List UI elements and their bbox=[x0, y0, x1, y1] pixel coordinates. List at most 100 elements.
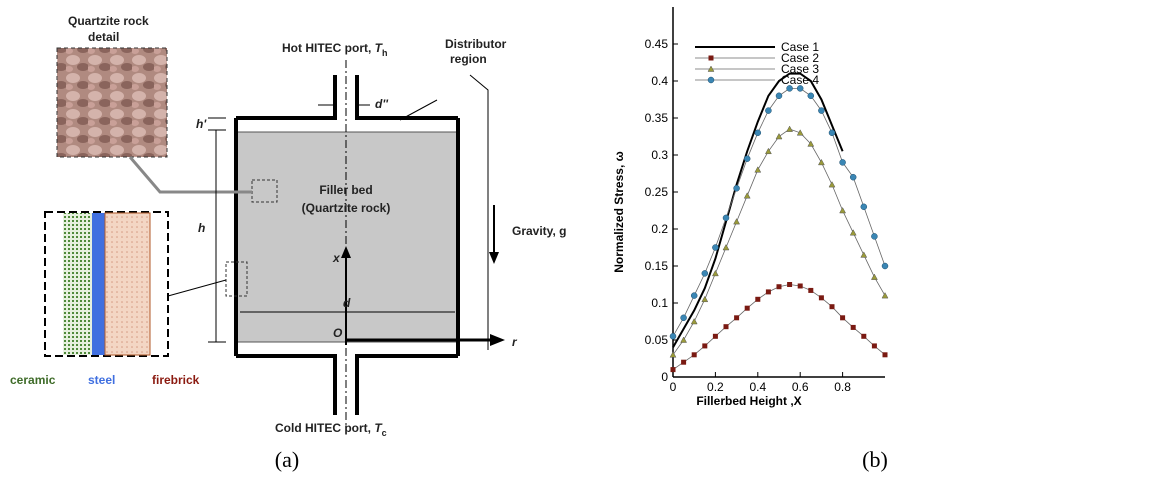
caption: (a) bbox=[275, 447, 299, 472]
marker bbox=[733, 218, 741, 225]
marker bbox=[808, 287, 814, 293]
marker bbox=[860, 203, 868, 211]
marker bbox=[690, 317, 698, 325]
distributor-pointer bbox=[399, 99, 438, 121]
rock-label: Quartzite rock bbox=[68, 14, 149, 28]
marker bbox=[680, 336, 688, 343]
marker bbox=[840, 315, 846, 321]
x-axis-label: Fillerbed Height ,X bbox=[696, 394, 801, 408]
x-tick-label: 0.6 bbox=[792, 380, 809, 394]
marker bbox=[860, 251, 868, 258]
legend-label: Case 2 bbox=[781, 51, 819, 65]
marker bbox=[775, 92, 783, 100]
y-tick-label: 0.25 bbox=[645, 185, 669, 199]
y-tick-label: 0.15 bbox=[645, 259, 669, 273]
series-line bbox=[672, 128, 886, 356]
marker bbox=[669, 333, 677, 340]
rock-image bbox=[56, 47, 168, 158]
x-tick-label: 0.8 bbox=[834, 380, 851, 394]
wall-detail bbox=[44, 211, 169, 357]
marker bbox=[776, 284, 782, 290]
marker bbox=[849, 229, 857, 236]
layer-label: ceramic bbox=[10, 373, 56, 387]
marker bbox=[764, 147, 772, 155]
marker bbox=[807, 140, 815, 147]
marker bbox=[702, 343, 708, 349]
marker bbox=[828, 181, 836, 188]
marker bbox=[849, 173, 857, 181]
x-tick-label: 0 bbox=[670, 380, 677, 394]
legend-label: Case 3 bbox=[781, 62, 819, 76]
marker bbox=[765, 107, 772, 114]
marker bbox=[796, 85, 804, 92]
marker bbox=[743, 155, 751, 162]
steel-layer bbox=[92, 213, 105, 355]
marker bbox=[670, 367, 676, 373]
marker bbox=[680, 314, 687, 322]
marker bbox=[818, 107, 825, 114]
y-tick-label: 0.35 bbox=[645, 111, 669, 125]
marker bbox=[839, 206, 847, 214]
y-tick-label: 0.1 bbox=[651, 296, 668, 310]
marker bbox=[871, 233, 878, 240]
gravity-label: Gravity, g bbox=[512, 224, 566, 238]
marker bbox=[723, 324, 729, 330]
d-label: d bbox=[343, 296, 351, 310]
cold-port: Cold HITEC port, Tc bbox=[275, 421, 387, 438]
marker bbox=[701, 295, 709, 303]
marker bbox=[734, 315, 740, 321]
legend-label: Case 1 bbox=[781, 40, 819, 54]
bed-label: (Quartzite rock) bbox=[302, 201, 391, 215]
legend-label: Case 4 bbox=[781, 73, 819, 87]
marker bbox=[861, 333, 867, 339]
marker bbox=[690, 292, 698, 299]
y-tick-label: 0 bbox=[661, 370, 668, 384]
distributor-label: region bbox=[450, 52, 487, 66]
distributor-label: Distributor bbox=[445, 37, 507, 51]
y-tick-label: 0.45 bbox=[645, 37, 669, 51]
y-tick-label: 0.2 bbox=[651, 222, 668, 236]
marker bbox=[744, 305, 750, 311]
leader-line bbox=[128, 156, 252, 194]
origin-label: O bbox=[333, 326, 343, 340]
y-axis-label: Normalized Stress, ω bbox=[612, 151, 626, 273]
marker bbox=[881, 292, 889, 299]
marker bbox=[850, 324, 856, 330]
marker bbox=[755, 296, 761, 302]
marker bbox=[707, 65, 715, 72]
marker bbox=[701, 270, 709, 277]
arrow-head bbox=[490, 334, 505, 346]
marker bbox=[871, 343, 877, 349]
y-tick-label: 0.05 bbox=[645, 333, 669, 347]
marker bbox=[796, 129, 804, 136]
rock-label: detail bbox=[88, 30, 119, 44]
marker bbox=[691, 352, 697, 358]
leader-line bbox=[167, 279, 227, 297]
marker bbox=[775, 132, 783, 140]
h-prime-label: h' bbox=[196, 117, 207, 131]
marker bbox=[797, 283, 803, 289]
marker bbox=[828, 129, 836, 137]
x-tick-label: 0.4 bbox=[749, 380, 766, 394]
vessel bbox=[234, 75, 460, 415]
marker bbox=[669, 351, 677, 358]
marker bbox=[786, 85, 793, 92]
layer-label: firebrick bbox=[152, 373, 200, 387]
ceramic-layer bbox=[63, 213, 92, 355]
detail-box bbox=[225, 261, 248, 297]
marker bbox=[818, 295, 824, 301]
marker bbox=[829, 304, 835, 310]
marker bbox=[754, 166, 762, 173]
marker bbox=[733, 185, 740, 192]
marker bbox=[711, 269, 719, 277]
h-label: h bbox=[198, 221, 205, 235]
distributor-pointer bbox=[469, 74, 489, 350]
x-tick-label: 0.2 bbox=[707, 380, 724, 394]
series-line bbox=[672, 72, 844, 348]
caption: (b) bbox=[862, 447, 888, 472]
bed-label: Filler bed bbox=[319, 183, 372, 197]
marker bbox=[870, 273, 878, 280]
marker bbox=[707, 76, 715, 84]
marker bbox=[787, 282, 793, 287]
